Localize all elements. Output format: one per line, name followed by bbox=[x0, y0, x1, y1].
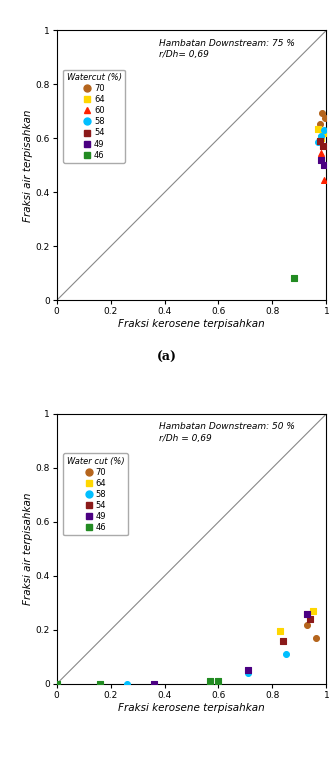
Legend: 70, 64, 58, 54, 49, 46: 70, 64, 58, 54, 49, 46 bbox=[64, 453, 128, 535]
Point bbox=[208, 675, 213, 687]
Y-axis label: Fraksi air terpisahkan: Fraksi air terpisahkan bbox=[23, 109, 33, 222]
Point bbox=[321, 160, 326, 172]
Point bbox=[322, 174, 327, 186]
Point bbox=[322, 112, 328, 124]
X-axis label: Fraksi kerosene terpisahkan: Fraksi kerosene terpisahkan bbox=[118, 319, 265, 329]
Point bbox=[124, 678, 130, 690]
Point bbox=[305, 608, 310, 620]
Point bbox=[318, 135, 323, 147]
Point bbox=[316, 136, 321, 148]
Point bbox=[318, 154, 324, 166]
Point bbox=[151, 678, 157, 690]
Point bbox=[305, 608, 310, 620]
Point bbox=[283, 648, 288, 660]
Legend: 70, 64, 60, 58, 54, 49, 46: 70, 64, 60, 58, 54, 49, 46 bbox=[64, 70, 125, 163]
X-axis label: Fraksi kerosene terpisahkan: Fraksi kerosene terpisahkan bbox=[118, 703, 265, 713]
Point bbox=[307, 613, 313, 625]
Point bbox=[321, 124, 326, 136]
Point bbox=[313, 632, 318, 644]
Point bbox=[245, 664, 251, 676]
Point bbox=[305, 619, 310, 631]
Point bbox=[318, 132, 324, 144]
Point bbox=[316, 123, 321, 135]
Y-axis label: Fraksi air terpisahkan: Fraksi air terpisahkan bbox=[23, 492, 33, 605]
Point bbox=[245, 667, 251, 679]
Point bbox=[291, 271, 297, 283]
Point bbox=[310, 605, 315, 617]
Text: Hambatan Downstream: 50 %
r/Dh = 0,69: Hambatan Downstream: 50 % r/Dh = 0,69 bbox=[159, 422, 295, 443]
Point bbox=[318, 130, 324, 142]
Point bbox=[97, 678, 103, 690]
Point bbox=[317, 118, 322, 130]
Point bbox=[321, 127, 326, 139]
Point bbox=[280, 635, 286, 647]
Point bbox=[216, 675, 221, 687]
Point bbox=[320, 106, 325, 119]
Text: (a): (a) bbox=[157, 350, 176, 364]
Point bbox=[54, 678, 59, 690]
Point bbox=[319, 147, 324, 160]
Point bbox=[320, 140, 326, 152]
Point bbox=[278, 625, 283, 638]
Text: Hambatan Downstream: 75 %
r/Dh= 0,69: Hambatan Downstream: 75 % r/Dh= 0,69 bbox=[159, 39, 295, 59]
